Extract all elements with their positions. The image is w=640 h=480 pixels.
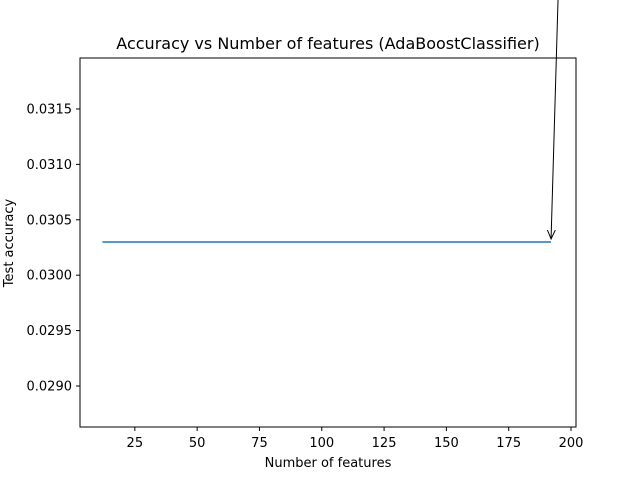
x-tick-label: 50 <box>189 436 206 451</box>
annotation-layer <box>551 0 559 239</box>
x-tick-label: 125 <box>372 436 397 451</box>
x-tick-label: 25 <box>127 436 144 451</box>
x-tick-label: 150 <box>434 436 459 451</box>
y-tick-label: 0.0290 <box>27 380 73 395</box>
y-tick-label: 0.0305 <box>27 213 73 228</box>
chart-title: Accuracy vs Number of features (AdaBoost… <box>116 34 539 53</box>
x-axis-ticks: 25 50 75 100 125 150 175 200 <box>127 427 584 451</box>
x-tick-label: 75 <box>251 436 268 451</box>
x-tick-label: 175 <box>496 436 521 451</box>
y-axis-label: Test accuracy <box>2 199 17 289</box>
x-tick-label: 200 <box>559 436 584 451</box>
y-tick-label: 0.0295 <box>27 324 73 339</box>
y-tick-label: 0.0310 <box>27 158 73 173</box>
y-tick-label: 0.0315 <box>27 102 73 117</box>
y-axis-ticks: 0.0290 0.0295 0.0300 0.0305 0.0310 0.0315 <box>27 102 80 395</box>
y-tick-label: 0.0300 <box>27 269 73 284</box>
plot-area-frame <box>79 57 577 428</box>
x-axis-label: Number of features <box>265 456 392 471</box>
x-tick-label: 100 <box>309 436 334 451</box>
annotation-arrow <box>551 0 559 239</box>
